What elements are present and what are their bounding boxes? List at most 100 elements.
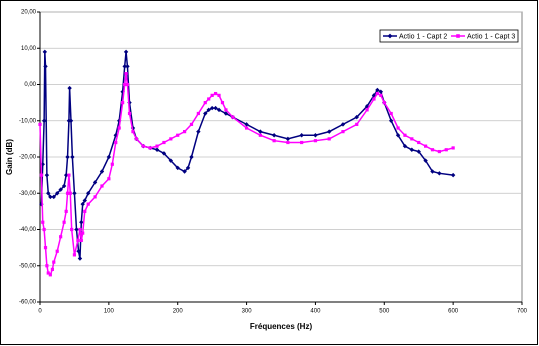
- marker: [444, 148, 448, 152]
- marker: [68, 118, 74, 123]
- legend-text: Actio 1 - Capt 2: [399, 33, 447, 40]
- legend-text: Actio 1 - Capt 3: [467, 33, 515, 40]
- marker: [300, 140, 304, 145]
- marker: [64, 209, 68, 213]
- marker: [340, 122, 346, 127]
- marker: [424, 144, 428, 148]
- marker: [206, 107, 211, 113]
- y-tick-label: -60,00: [19, 300, 37, 306]
- marker: [402, 143, 408, 149]
- marker: [76, 249, 81, 254]
- marker: [410, 137, 414, 141]
- marker: [99, 169, 105, 174]
- marker: [120, 89, 125, 94]
- x-tick-label: 700: [517, 309, 528, 315]
- marker: [196, 129, 201, 134]
- marker: [127, 111, 132, 116]
- marker: [41, 220, 45, 224]
- marker: [86, 202, 90, 206]
- marker: [365, 108, 369, 112]
- marker: [299, 133, 304, 138]
- marker: [131, 130, 135, 134]
- marker: [162, 140, 166, 145]
- marker: [40, 162, 45, 167]
- marker: [175, 165, 180, 171]
- marker: [327, 129, 332, 134]
- marker: [182, 169, 187, 174]
- marker: [92, 180, 98, 185]
- marker: [154, 147, 160, 152]
- marker: [423, 158, 428, 163]
- marker: [272, 139, 276, 143]
- marker: [141, 144, 145, 148]
- marker: [76, 238, 80, 242]
- marker: [41, 118, 47, 123]
- marker: [379, 93, 383, 97]
- marker: [327, 137, 331, 141]
- marker: [389, 111, 393, 116]
- marker: [59, 235, 63, 239]
- marker: [203, 111, 208, 116]
- marker: [388, 118, 394, 123]
- marker: [55, 249, 59, 253]
- marker: [62, 220, 66, 224]
- marker: [258, 133, 262, 137]
- marker: [61, 183, 67, 189]
- x-axis-title: Fréquences (Hz): [250, 322, 313, 331]
- marker: [58, 187, 63, 192]
- marker: [223, 111, 229, 116]
- marker: [341, 130, 345, 134]
- marker: [63, 172, 69, 178]
- marker: [51, 194, 56, 200]
- marker: [216, 107, 222, 113]
- y-tick-label: -40,00: [19, 227, 37, 233]
- marker: [125, 64, 130, 69]
- marker: [82, 198, 87, 203]
- marker: [271, 133, 277, 138]
- marker: [124, 72, 128, 76]
- marker: [378, 89, 384, 94]
- marker: [196, 111, 200, 116]
- marker: [313, 139, 318, 143]
- marker: [123, 49, 129, 55]
- marker: [382, 101, 386, 105]
- marker: [451, 146, 455, 150]
- marker: [107, 177, 111, 181]
- marker: [74, 227, 79, 232]
- marker: [224, 108, 228, 112]
- marker: [189, 122, 194, 126]
- marker: [110, 162, 114, 166]
- marker: [55, 191, 60, 196]
- marker: [39, 201, 44, 207]
- marker: [161, 151, 167, 156]
- marker: [39, 173, 43, 177]
- marker: [213, 105, 218, 111]
- marker: [210, 93, 214, 97]
- y-axis-title: Gain (dB): [5, 139, 14, 175]
- marker: [65, 154, 70, 160]
- marker: [65, 191, 70, 195]
- marker: [70, 154, 75, 160]
- marker: [409, 147, 415, 152]
- marker: [185, 165, 191, 171]
- x-tick-label: 0: [38, 309, 42, 315]
- marker: [430, 148, 435, 152]
- marker: [72, 253, 77, 257]
- y-tick-label: 20,00: [21, 10, 37, 16]
- marker: [48, 194, 53, 200]
- marker: [114, 140, 118, 145]
- x-tick-label: 600: [448, 309, 459, 315]
- x-tick-label: 200: [173, 309, 184, 315]
- marker: [387, 33, 393, 39]
- y-tick-label: -50,00: [19, 263, 37, 269]
- marker: [355, 122, 359, 126]
- marker: [68, 191, 72, 195]
- marker: [83, 209, 87, 213]
- marker: [46, 191, 51, 196]
- marker: [437, 171, 442, 176]
- marker: [450, 172, 456, 178]
- marker: [437, 149, 441, 154]
- marker: [207, 97, 211, 101]
- marker: [44, 172, 50, 178]
